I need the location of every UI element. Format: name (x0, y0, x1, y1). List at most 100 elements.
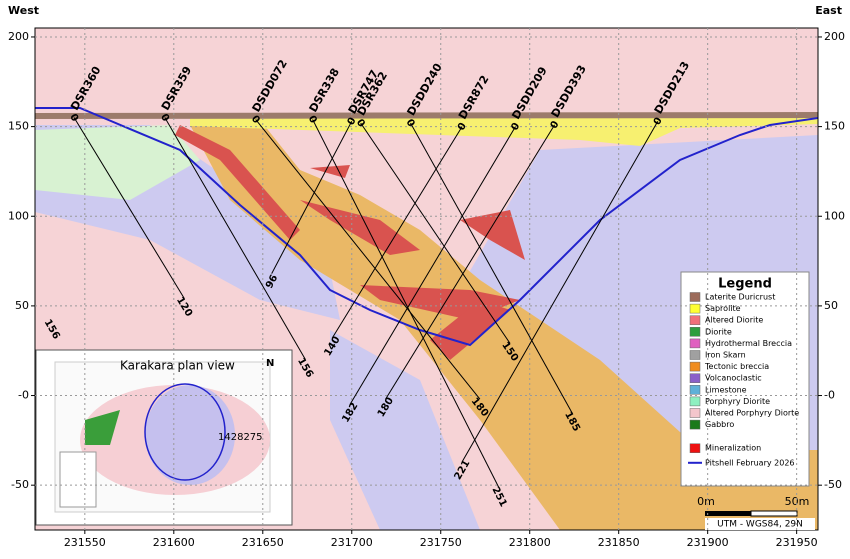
y-tick-label: 200 (824, 30, 845, 43)
y-tick-label: -50 (824, 478, 842, 491)
drill-hole (255, 119, 481, 400)
altered-diorite (175, 125, 300, 240)
legend-label: Altered Porphyry Diorte (705, 409, 799, 418)
x-tick-label: 231600 (153, 536, 195, 549)
scale-bar: 0m 50m UTM - WGS84, 29N (697, 495, 815, 530)
altered-diorite (460, 210, 525, 260)
inset-title: Karakara plan view (120, 359, 235, 373)
drill-hole (410, 122, 573, 414)
y-tick-label: 100 (824, 209, 845, 222)
legend-swatch (689, 373, 701, 383)
scale-start: 0m (697, 495, 715, 508)
x-tick-label: 231950 (776, 536, 818, 549)
drill-hole (349, 126, 516, 405)
altered-diorite (300, 200, 420, 255)
x-tick-label: 231650 (242, 536, 284, 549)
x-tick-label: 231700 (331, 536, 373, 549)
legend-label: Porphyry Diorite (705, 397, 770, 406)
y-tick-label: 150 (824, 120, 845, 133)
inset-legend (59, 451, 97, 508)
inset-pitshell (144, 383, 226, 481)
drill-hole (385, 124, 556, 400)
inset-map: Karakara plan view 1428275 N (35, 349, 293, 526)
altered-diorite (310, 165, 350, 178)
x-tick-label: 231800 (509, 536, 551, 549)
legend-swatch (689, 396, 701, 407)
y-tick-label: 150 (8, 120, 29, 133)
legend-label: Gabbro (705, 420, 734, 429)
east-label: East (815, 4, 842, 17)
y-tick-label: 100 (8, 209, 29, 222)
legend-swatch (689, 408, 701, 418)
legend-label: Laterite Duricrust (705, 293, 775, 302)
legend-title: Legend (718, 277, 772, 292)
collar-depth: 0 (652, 116, 665, 128)
legend-label: Saprolite (705, 304, 741, 313)
collar-depth: 0 (306, 114, 319, 125)
west-label: West (8, 4, 39, 17)
crs-label: UTM - WGS84, 29N (717, 520, 803, 530)
y-tick-label: 50 (15, 299, 29, 312)
x-tick-label: 231550 (64, 536, 106, 549)
drill-hole (360, 122, 511, 344)
scale-end: 50m (785, 495, 810, 508)
legend-swatch (689, 327, 701, 337)
laterite (35, 112, 818, 119)
drill-hole (331, 126, 463, 339)
legend-swatch (689, 303, 701, 314)
pitshell (35, 107, 818, 347)
drill-hole (312, 119, 500, 489)
legend-swatch (689, 443, 701, 453)
legend-label: Mineralization (705, 444, 761, 453)
collar-depth: 0 (456, 121, 469, 133)
legend-box (680, 271, 810, 487)
legend-swatch (689, 338, 701, 349)
collar-depth: 0 (158, 112, 171, 124)
legend-swatch (689, 292, 701, 302)
legend-swatch (689, 419, 701, 430)
collar-depth: 0 (67, 112, 80, 124)
legend-swatch (689, 315, 701, 325)
legend-label: Volcanoclastic (705, 374, 762, 383)
collar-depth: 0 (549, 119, 562, 131)
drill-hole (164, 117, 306, 360)
legend-label: Iron Skarn (705, 351, 746, 360)
collar-depth: 0 (509, 121, 522, 133)
inset-label: 1428275 (218, 432, 263, 443)
scale-seg (705, 511, 751, 516)
legend-swatch (689, 385, 701, 395)
x-tick-label: 231850 (598, 536, 640, 549)
legend-label: Tectonic breccia (704, 362, 769, 371)
y-tick-label: -0 (824, 389, 835, 402)
plot-frame (34, 27, 819, 531)
y-tick-label: 50 (824, 299, 838, 312)
altered-diorite (430, 300, 510, 360)
legend-label: Diorite (705, 327, 732, 336)
x-tick-label: 231750 (420, 536, 462, 549)
north-arrow: N (266, 358, 274, 369)
x-tick-label: 231900 (687, 536, 729, 549)
y-tick-label: 200 (8, 30, 29, 43)
legend-swatch (689, 361, 701, 372)
legend-label: Limestone (705, 385, 747, 394)
crs-box (705, 518, 815, 530)
saprolite (190, 114, 818, 146)
inset-geology (145, 385, 235, 485)
legend-label: Altered Diorite (705, 316, 763, 325)
y-tick-label: -50 (11, 478, 29, 491)
collar-depth: 0 (346, 116, 359, 127)
legend-label: Hydrothermal Breccia (705, 339, 792, 348)
legend-label: Pitshell February 2026 (705, 458, 795, 467)
scale-seg (750, 510, 798, 517)
volcaniclastic (330, 330, 480, 530)
collar-depth: 0 (354, 117, 367, 129)
y-tick-label: -0 (18, 389, 29, 402)
porphyry-diorite (35, 125, 200, 200)
drill-hole (461, 120, 659, 463)
legend-frame (680, 271, 810, 487)
drill-hole (73, 117, 185, 299)
inset-diorite (85, 410, 120, 445)
collar-depth: 0 (404, 118, 417, 129)
legend-swatch (689, 350, 701, 360)
